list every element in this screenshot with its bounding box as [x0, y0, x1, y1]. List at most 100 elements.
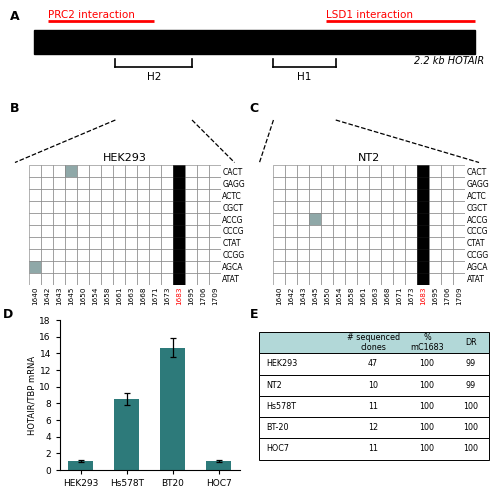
- Bar: [101, 165, 113, 177]
- Bar: [113, 189, 125, 201]
- Bar: [160, 348, 185, 470]
- Bar: [393, 237, 405, 249]
- Bar: [309, 273, 321, 285]
- Bar: [285, 165, 297, 177]
- Bar: [34, 30, 475, 54]
- Bar: [309, 249, 321, 261]
- Bar: [89, 165, 101, 177]
- Bar: [357, 213, 369, 225]
- Bar: [89, 213, 101, 225]
- Bar: [273, 225, 285, 237]
- Bar: [41, 177, 53, 189]
- Bar: [357, 189, 369, 201]
- Bar: [41, 201, 53, 213]
- Bar: [297, 237, 309, 249]
- Text: C: C: [250, 102, 258, 114]
- Bar: [53, 201, 65, 213]
- Bar: [29, 201, 41, 213]
- Bar: [321, 189, 333, 201]
- Bar: [309, 225, 321, 237]
- Bar: [321, 201, 333, 213]
- Bar: [405, 261, 417, 273]
- Bar: [381, 201, 393, 213]
- Bar: [429, 273, 441, 285]
- Bar: [185, 261, 197, 273]
- Bar: [185, 201, 197, 213]
- Bar: [393, 225, 405, 237]
- Bar: [285, 273, 297, 285]
- Bar: [381, 177, 393, 189]
- Bar: [209, 201, 221, 213]
- Bar: [65, 201, 77, 213]
- Bar: [285, 213, 297, 225]
- Bar: [259, 353, 489, 374]
- Text: 10: 10: [368, 380, 378, 390]
- Bar: [209, 237, 221, 249]
- Bar: [273, 261, 285, 273]
- Bar: [149, 249, 161, 261]
- Bar: [297, 273, 309, 285]
- Bar: [101, 177, 113, 189]
- Bar: [113, 225, 125, 237]
- Text: 100: 100: [420, 402, 435, 411]
- Bar: [77, 213, 89, 225]
- Bar: [41, 165, 53, 177]
- Title: NT2: NT2: [358, 153, 380, 163]
- Bar: [297, 177, 309, 189]
- Bar: [369, 189, 381, 201]
- Bar: [161, 189, 173, 201]
- Text: 47: 47: [368, 360, 378, 368]
- Title: HEK293: HEK293: [103, 153, 147, 163]
- Bar: [417, 273, 429, 285]
- Bar: [197, 249, 209, 261]
- Bar: [417, 213, 429, 225]
- Bar: [101, 273, 113, 285]
- Text: 11: 11: [368, 402, 378, 411]
- Bar: [209, 165, 221, 177]
- Bar: [405, 165, 417, 177]
- Text: BT-20: BT-20: [266, 423, 289, 432]
- Text: D: D: [2, 308, 12, 321]
- Bar: [185, 237, 197, 249]
- Bar: [429, 237, 441, 249]
- Bar: [209, 213, 221, 225]
- Bar: [273, 249, 285, 261]
- Bar: [417, 189, 429, 201]
- Bar: [137, 249, 149, 261]
- Bar: [345, 261, 357, 273]
- Bar: [393, 189, 405, 201]
- Bar: [77, 273, 89, 285]
- Text: 11: 11: [368, 444, 378, 454]
- Bar: [441, 189, 453, 201]
- Bar: [185, 189, 197, 201]
- Bar: [393, 177, 405, 189]
- Bar: [101, 213, 113, 225]
- Bar: [149, 165, 161, 177]
- Bar: [89, 225, 101, 237]
- Bar: [65, 165, 77, 177]
- Bar: [185, 225, 197, 237]
- Bar: [429, 249, 441, 261]
- Bar: [29, 237, 41, 249]
- Bar: [149, 225, 161, 237]
- Bar: [381, 189, 393, 201]
- Bar: [393, 249, 405, 261]
- Bar: [259, 396, 489, 417]
- Bar: [41, 273, 53, 285]
- Bar: [125, 237, 137, 249]
- Bar: [297, 201, 309, 213]
- Bar: [321, 213, 333, 225]
- Bar: [333, 249, 345, 261]
- Bar: [393, 165, 405, 177]
- Bar: [345, 165, 357, 177]
- Bar: [369, 225, 381, 237]
- Bar: [101, 189, 113, 201]
- Text: 100: 100: [420, 423, 435, 432]
- Text: DR: DR: [465, 338, 477, 347]
- Text: 12: 12: [368, 423, 378, 432]
- Bar: [161, 165, 173, 177]
- Bar: [441, 165, 453, 177]
- Bar: [209, 177, 221, 189]
- Bar: [417, 249, 429, 261]
- Bar: [429, 225, 441, 237]
